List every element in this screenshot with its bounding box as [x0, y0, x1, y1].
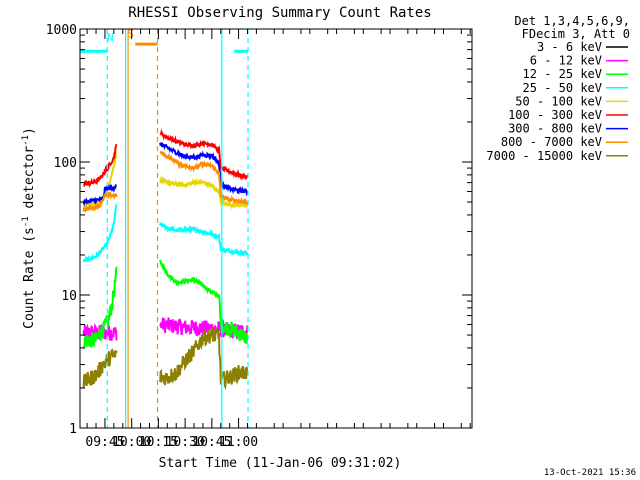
y-tick-label-1: 10: [61, 289, 77, 304]
series-line-5-segment-0: [83, 143, 118, 189]
series-line-8-segment-1: [159, 327, 249, 390]
x-tick-label-2: 10:15: [139, 435, 178, 450]
legend-label-4: 50 - 100 keV: [515, 94, 602, 108]
flag-label-1: S: [127, 28, 134, 41]
legend-label-0: 3 - 6 keV: [537, 40, 602, 54]
series-line-2-segment-0: [82, 266, 118, 349]
series-layer: [82, 128, 249, 390]
legend-label-7: 800 - 7000 keV: [501, 135, 602, 149]
legend-label-8: 7000 - 15000 keV: [486, 149, 602, 163]
x-tick-label-0: 09:45: [85, 435, 124, 450]
series-line-7-segment-1: [159, 150, 249, 206]
series-line-7-segment-0: [82, 189, 118, 213]
series-line-2-segment-1: [159, 259, 249, 344]
plot-frame: [79, 28, 473, 429]
y-tick-label-0: 1: [69, 422, 77, 437]
series-line-3-segment-1: [159, 222, 249, 258]
legend-label-3: 25 - 50 keV: [523, 81, 602, 95]
x-tick-label-4: 10:45: [192, 435, 231, 450]
y-tick-label-2: 100: [54, 156, 77, 171]
x-tick-label-1: 10:00: [112, 435, 151, 450]
series-line-4-segment-1: [159, 175, 249, 210]
series-line-6-segment-1: [159, 142, 249, 197]
series-line-6-segment-0: [82, 183, 117, 207]
timestamp: 13-Oct-2021 15:36: [544, 468, 636, 478]
legend-label-2: 12 - 25 keV: [523, 67, 602, 81]
legend-label-1: 6 - 12 keV: [530, 54, 602, 68]
series-line-3-segment-0: [82, 204, 118, 263]
x-axis-label: Start Time (11-Jan-06 09:31:02): [159, 456, 402, 471]
legend: Det 1,3,4,5,6,9, FDecim 3, Att 0 3 - 6 k…: [486, 14, 630, 163]
legend-label-5: 100 - 300 keV: [508, 108, 602, 122]
series-line-8-segment-0: [82, 348, 118, 389]
x-tick-label-3: 10:30: [166, 435, 205, 450]
series-line-5-segment-1: [159, 128, 249, 181]
y-tick-label-3: 1000: [46, 23, 77, 38]
chart-title: RHESSI Observing Summary Count Rates: [128, 5, 431, 21]
flag-label-0: N: [107, 31, 114, 44]
legend-label-6: 300 - 800 keV: [508, 122, 602, 136]
legend-header-line2: FDecim 3, Att 0: [522, 27, 630, 41]
legend-header-line1: Det 1,3,4,5,6,9,: [514, 14, 630, 28]
y-axis-label: Count Rate (s-1 detector-1): [21, 127, 37, 329]
x-tick-label-5: 11:00: [219, 435, 258, 450]
